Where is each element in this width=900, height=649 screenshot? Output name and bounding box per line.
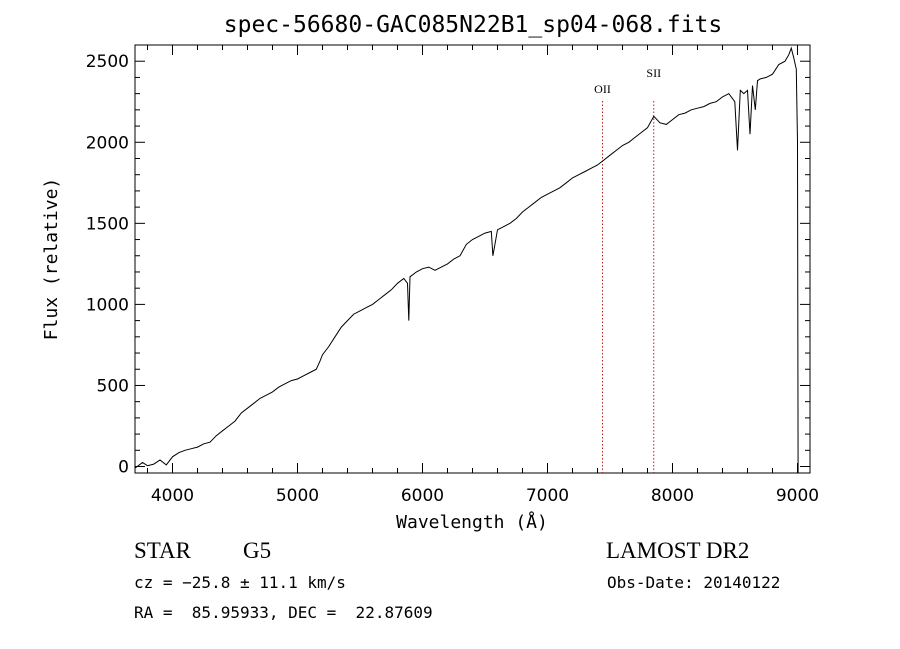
y-axis-label: Flux (relative) xyxy=(41,178,62,341)
x-tick-label: 7000 xyxy=(526,486,569,506)
y-tick-label: 0 xyxy=(118,458,129,478)
redshift-cz: cz = −25.8 ± 11.1 km/s xyxy=(134,573,346,592)
spectrum-line xyxy=(134,46,799,474)
survey-name: LAMOST DR2 xyxy=(606,538,750,563)
y-tick-label: 2500 xyxy=(86,52,129,72)
x-tick-label: 5000 xyxy=(276,486,319,506)
chart-title: spec-56680-GAC085N22B1_sp04-068.fits xyxy=(224,12,723,38)
y-tick-label: 1500 xyxy=(86,214,129,234)
x-axis: 4000 5000 6000 7000 8000 9000 xyxy=(147,45,819,506)
y-tick-label: 500 xyxy=(97,376,129,396)
observation-date: Obs-Date: 20140122 xyxy=(607,573,781,592)
x-tick-label: 6000 xyxy=(401,486,444,506)
x-axis-label: Wavelength (Å) xyxy=(396,511,548,533)
line-markers: OII SII xyxy=(594,66,661,473)
plot-frame xyxy=(134,44,811,474)
x-tick-label: 9000 xyxy=(776,486,819,506)
x-tick-label: 4000 xyxy=(151,486,194,506)
line-marker-label: OII xyxy=(594,82,611,96)
y-tick-label: 2000 xyxy=(86,133,129,153)
object-class: STAR xyxy=(134,538,191,563)
coordinates: RA = 85.95933, DEC = 22.87609 xyxy=(134,603,433,622)
y-tick-label: 1000 xyxy=(86,295,129,315)
line-marker-label: SII xyxy=(646,66,661,80)
y-axis: 0 500 1000 1500 2000 2500 xyxy=(86,52,810,478)
x-tick-label: 8000 xyxy=(651,486,694,506)
object-subclass: G5 xyxy=(243,538,272,563)
